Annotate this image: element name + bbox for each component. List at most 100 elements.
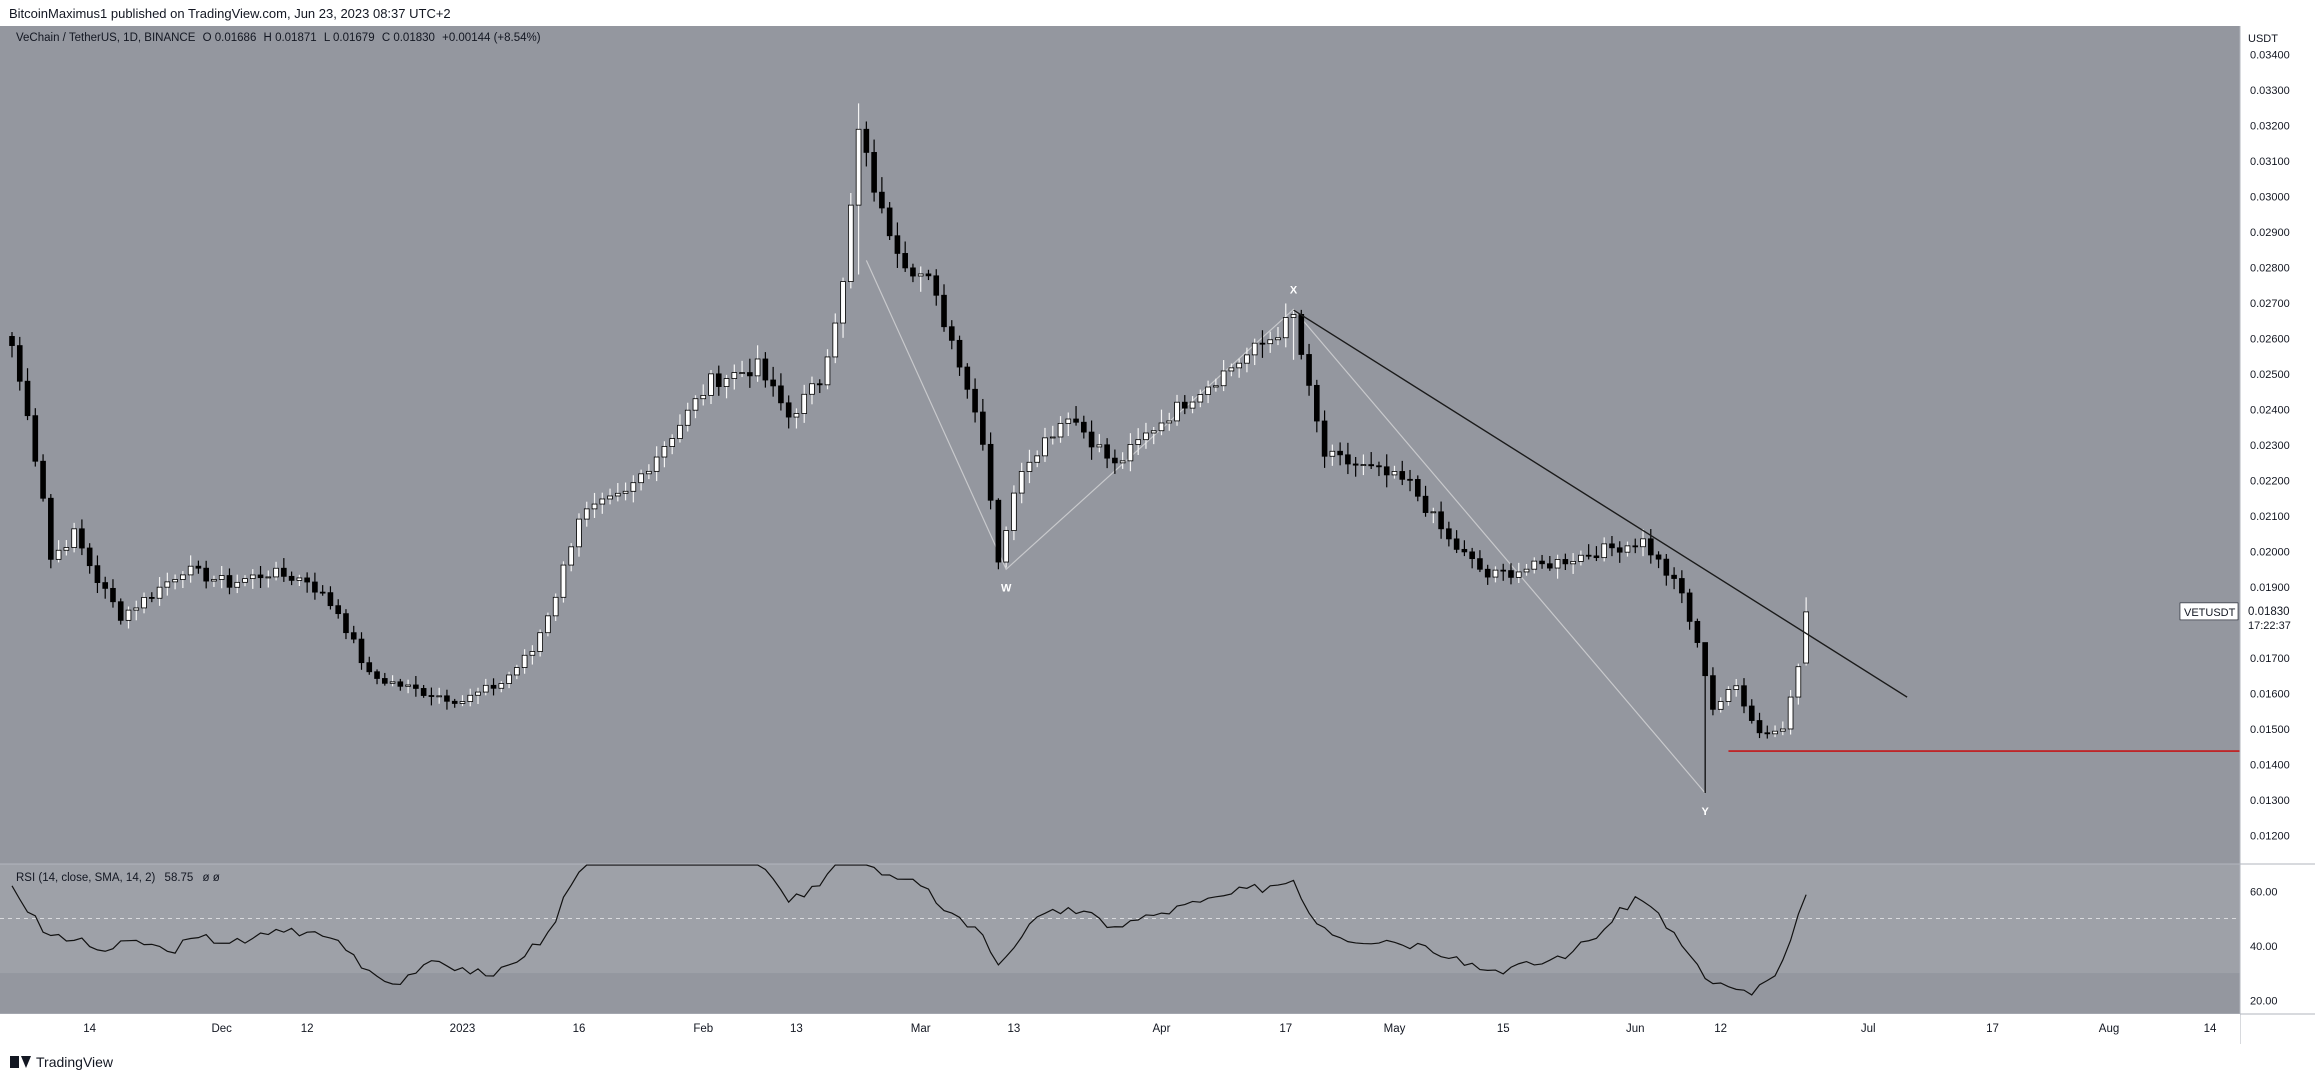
price-tick-label: 0.02700 bbox=[2250, 298, 2290, 310]
time-tick-label: Feb bbox=[693, 1023, 713, 1035]
time-tick-label: Jun bbox=[1626, 1023, 1645, 1035]
candle-down bbox=[1593, 555, 1600, 559]
candlestick-series bbox=[9, 103, 1809, 793]
candle-up bbox=[506, 674, 512, 684]
candle-up bbox=[731, 372, 738, 379]
candle-down bbox=[1306, 354, 1312, 386]
candle-up bbox=[436, 695, 442, 698]
candle-up bbox=[1531, 560, 1538, 570]
candle-up bbox=[141, 597, 147, 609]
candle-down bbox=[1686, 592, 1693, 622]
price-scale[interactable] bbox=[2240, 26, 2315, 1014]
candle-up bbox=[599, 498, 606, 505]
candle-down bbox=[1756, 720, 1763, 734]
price-tick-label: 0.03100 bbox=[2250, 156, 2290, 168]
candle-down bbox=[770, 379, 776, 387]
candle-down bbox=[1081, 421, 1087, 433]
candle-down bbox=[381, 678, 388, 684]
rsi-axis-ticks: 60.00 40.00 20.00 bbox=[2250, 886, 2278, 1007]
time-tick-label: 14 bbox=[83, 1023, 96, 1035]
candle-down bbox=[1562, 559, 1569, 565]
candle-down bbox=[16, 345, 23, 382]
price-tick-label: 0.03400 bbox=[2250, 49, 2290, 61]
candle-down bbox=[1383, 466, 1390, 476]
candle-up bbox=[1601, 543, 1607, 559]
candle-down bbox=[816, 383, 823, 386]
candle-up bbox=[1290, 314, 1297, 318]
candle-up bbox=[1026, 461, 1033, 472]
price-tick-label: 0.01500 bbox=[2250, 724, 2290, 736]
candle-down bbox=[1500, 569, 1507, 572]
candle-up bbox=[1220, 370, 1227, 387]
wave-label-x: X bbox=[1290, 284, 1298, 296]
tradingview-brand: TradingView bbox=[36, 1054, 114, 1070]
time-axis-ticks: 14 Dec 12 2023 16 Feb 13 Mar 13 Apr 17 May 15 Jun 12 Ju… bbox=[83, 1023, 2217, 1035]
tradingview-logo[interactable]: TradingView bbox=[10, 1054, 113, 1070]
candle-up bbox=[723, 378, 730, 387]
price-tick-label: 0.03200 bbox=[2250, 120, 2290, 132]
candle-up bbox=[1228, 367, 1235, 372]
time-tick-label: 2023 bbox=[450, 1023, 476, 1035]
price-tick-label: 0.02500 bbox=[2250, 369, 2290, 381]
candle-up bbox=[1360, 464, 1367, 466]
candle-up bbox=[521, 654, 528, 668]
candle-down bbox=[980, 411, 986, 445]
chart-area[interactable]: X W Y VeChain / TetherUS, 1D, BINANCE O 0.… bbox=[0, 26, 2315, 1044]
wave-path-line bbox=[865, 260, 1706, 794]
candle-down bbox=[1663, 558, 1670, 576]
price-tick-label: 0.01400 bbox=[2250, 760, 2290, 772]
candle-up bbox=[1492, 569, 1499, 578]
candle-down bbox=[32, 415, 39, 462]
symbol-title: VeChain / TetherUS, 1D, BINANCE bbox=[16, 32, 196, 44]
candle-down bbox=[257, 574, 264, 579]
low-value: 0.01679 bbox=[333, 32, 375, 44]
candle-up bbox=[1135, 439, 1141, 445]
candle-up bbox=[692, 398, 699, 411]
candle-up bbox=[1803, 611, 1809, 664]
wxy-wave-lines bbox=[865, 260, 1706, 794]
rsi-tick-label: 40.00 bbox=[2250, 941, 2278, 953]
candle-up bbox=[622, 490, 629, 494]
price-tick-label: 0.03000 bbox=[2250, 191, 2290, 203]
candle-up bbox=[700, 394, 707, 400]
candle-down bbox=[1461, 548, 1468, 553]
price-tick-label: 0.02900 bbox=[2250, 227, 2290, 239]
time-axis[interactable] bbox=[0, 1014, 2240, 1044]
candle-down bbox=[48, 497, 54, 560]
candle-up bbox=[1244, 354, 1250, 364]
candle-down bbox=[358, 638, 365, 664]
wave-label-y: Y bbox=[1701, 806, 1709, 818]
candle-up bbox=[475, 691, 481, 696]
candle-up bbox=[265, 576, 272, 579]
candle-up bbox=[1391, 471, 1398, 476]
candle-up bbox=[607, 495, 613, 500]
candle-up bbox=[1057, 422, 1064, 438]
time-tick-label: Jul bbox=[1861, 1023, 1876, 1035]
candle-down bbox=[86, 547, 93, 567]
candle-up bbox=[1795, 666, 1802, 698]
candle-up bbox=[576, 518, 582, 548]
candle-up bbox=[1578, 554, 1584, 562]
candle-down bbox=[1647, 538, 1654, 556]
price-tick-label: 0.01900 bbox=[2250, 582, 2290, 594]
rsi-legend-title: RSI (14, close, SMA, 14, 2) bbox=[16, 872, 156, 884]
candle-down bbox=[1376, 465, 1382, 468]
candle-down bbox=[1407, 478, 1413, 481]
price-tick-label: 0.03300 bbox=[2250, 85, 2290, 97]
candle-down bbox=[1104, 444, 1110, 459]
candle-up bbox=[1780, 728, 1786, 732]
candle-up bbox=[1236, 362, 1242, 369]
candle-down bbox=[1671, 574, 1677, 579]
candle-down bbox=[762, 358, 769, 381]
candle-down bbox=[933, 275, 940, 296]
candle-down bbox=[444, 695, 450, 702]
candle-down bbox=[397, 681, 404, 687]
candle-up bbox=[552, 596, 559, 617]
price-tick-label: 0.02300 bbox=[2250, 440, 2290, 452]
candle-up bbox=[133, 607, 140, 611]
annotations: X W Y bbox=[1001, 284, 2240, 818]
candle-down bbox=[148, 597, 155, 599]
candle-down bbox=[1414, 479, 1421, 497]
price-pane[interactable] bbox=[0, 26, 2240, 864]
candle-up bbox=[855, 128, 862, 206]
